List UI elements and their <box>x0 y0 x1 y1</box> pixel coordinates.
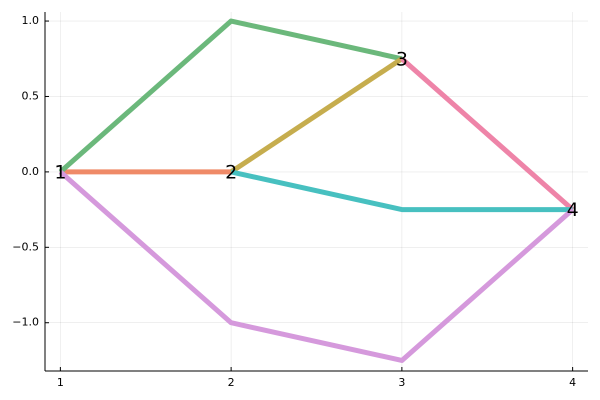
x-tick-label: 2 <box>228 376 235 389</box>
node-label: 1 <box>54 161 66 183</box>
x-tick-label: 4 <box>569 376 576 389</box>
x-tick-label: 3 <box>398 376 405 389</box>
y-tick-label: 1.0 <box>22 14 40 27</box>
node-label: 4 <box>567 199 579 221</box>
y-tick-label: −1.0 <box>12 316 39 329</box>
series-line <box>58 18 403 174</box>
series-line <box>230 169 573 213</box>
series-line <box>400 56 575 212</box>
node-label: 2 <box>225 161 237 183</box>
series-line <box>58 170 575 363</box>
y-tick-label: −0.5 <box>12 240 39 253</box>
y-tick-label: 0.5 <box>22 89 40 102</box>
series-line <box>229 56 404 174</box>
node-label: 3 <box>396 48 408 70</box>
y-tick-label: 0.0 <box>22 165 40 178</box>
x-tick-label: 1 <box>57 376 64 389</box>
